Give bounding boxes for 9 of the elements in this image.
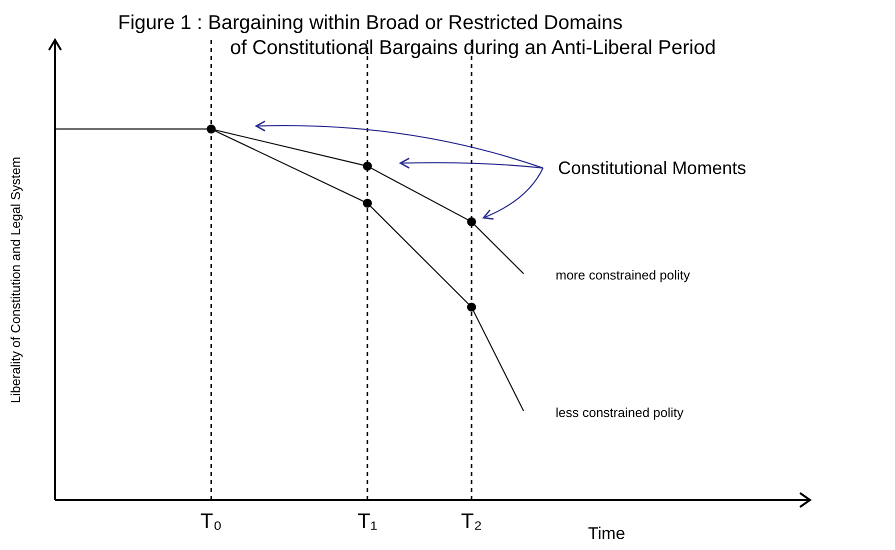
- y-axis-title: Liberality of Constitution and Legal System: [8, 156, 23, 404]
- x-tick-label: T₂: [461, 510, 482, 533]
- x-axis-title: Time: [588, 524, 626, 543]
- chart-title: Figure 1 : Bargaining within Broad or Restricted Domains of Constitutional Bargains during an Anti-Liberal Period: [118, 12, 716, 60]
- annotation: Constitutional Moments: [558, 158, 746, 178]
- x-tick-label: T₀: [200, 510, 222, 533]
- text: less constrained polity: [556, 404, 684, 420]
- text: more constrained polity: [556, 268, 691, 283]
- x-tick-label: T₁: [357, 510, 378, 533]
